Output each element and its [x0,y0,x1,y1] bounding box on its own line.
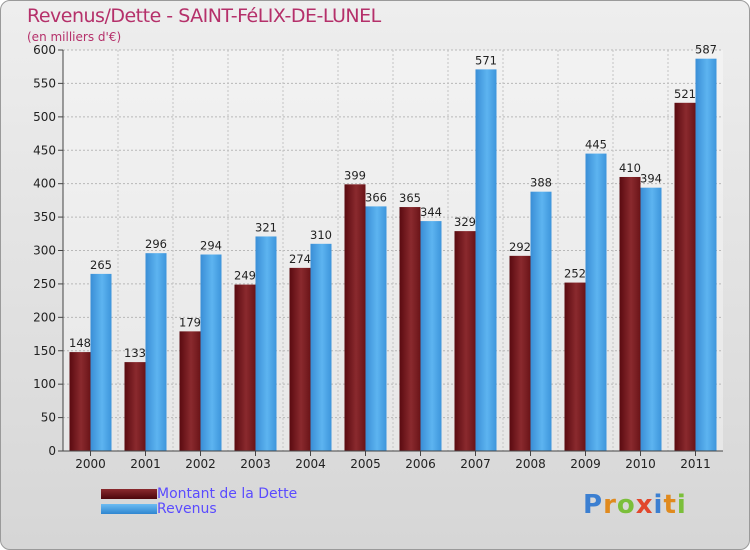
bar-revenus [200,254,222,451]
data-label: 399 [344,168,366,182]
bar-dette [399,207,421,451]
data-label: 148 [69,336,91,350]
bar-dette [179,331,201,451]
logo-letter: r [603,490,617,520]
data-label: 366 [365,190,387,204]
data-label: 310 [310,228,332,242]
bar-dette [289,267,311,451]
data-label: 294 [200,239,222,253]
logo-letter: t [663,490,677,520]
bar-dette [124,362,146,451]
y-tick-label: 150 [33,344,56,358]
data-label: 587 [695,43,717,57]
x-tick-label: 2000 [75,457,106,471]
y-tick-label: 300 [33,244,56,258]
legend-swatch-debt [101,489,157,499]
y-tick-label: 50 [41,411,56,425]
x-tick-label: 2002 [185,457,216,471]
bar-dette [344,184,366,451]
y-tick-label: 550 [33,76,56,90]
data-label: 274 [289,252,311,266]
logo-letter: P [583,490,604,520]
bar-revenus [420,221,442,451]
y-tick-label: 0 [48,444,56,458]
y-tick-label: 600 [33,43,56,57]
data-label: 321 [255,220,277,234]
bar-revenus [255,236,277,451]
data-label: 296 [145,237,167,251]
y-tick-label: 200 [33,310,56,324]
bar-dette [69,352,91,451]
data-label: 410 [619,161,641,175]
y-tick-label: 400 [33,177,56,191]
x-tick-label: 2005 [350,457,381,471]
x-tick-label: 2007 [460,457,491,471]
data-label: 252 [564,267,586,281]
y-tick-label: 500 [33,110,56,124]
bar-revenus [145,253,167,451]
data-label: 388 [530,176,552,190]
bar-dette [674,102,696,451]
bar-dette [619,176,641,451]
data-label: 521 [674,87,696,101]
y-tick-label: 450 [33,143,56,157]
logo-letter: i [653,490,664,520]
logo-letter: x [635,490,654,520]
data-label: 329 [454,215,476,229]
legend-label-debt: Montant de la Dette [157,486,298,502]
bar-revenus [90,273,112,451]
bar-revenus [585,153,607,451]
x-tick-label: 2003 [240,457,271,471]
bar-dette [509,255,531,451]
x-tick-label: 2004 [295,457,326,471]
grid-layer [63,49,723,452]
bar-dette [564,282,586,451]
x-tick-label: 2011 [680,457,711,471]
legend-label-revenus: Revenus [157,501,217,517]
data-label: 133 [124,346,146,360]
axis-layer: 0 50 100 150 200 250 300 350 400 450 500 550 600 2000… [33,43,723,471]
bar-revenus [695,58,717,452]
data-label: 394 [640,172,662,186]
x-tick-label: 2001 [130,457,161,471]
data-label: 344 [420,205,442,219]
bar-dette [454,231,476,451]
data-label: 179 [179,315,201,329]
bar-revenus [475,69,497,452]
data-label: 571 [475,53,497,67]
chart-title: Revenus/Dette - SAINT-FéLIX-DE-LUNEL [27,5,381,27]
logo-letter: o [616,490,636,520]
bar-revenus [530,191,552,452]
x-tick-label: 2006 [405,457,436,471]
data-label: 445 [585,138,607,152]
bar-revenus [365,206,387,451]
data-label: 249 [234,269,256,283]
x-tick-label: 2008 [515,457,546,471]
chart-subtitle: (en milliers d'€) [27,30,122,44]
bar-dette [234,284,256,451]
data-label: 265 [90,258,112,272]
data-label: 292 [509,240,531,254]
y-tick-label: 350 [33,210,56,224]
proxiti-logo: Proxiti [583,490,687,520]
data-label: 365 [399,191,421,205]
bar-revenus [310,243,332,451]
bar-revenus [640,187,662,451]
y-tick-label: 250 [33,277,56,291]
legend-swatch-revenus [101,504,157,514]
x-tick-label: 2009 [570,457,601,471]
x-tick-label: 2010 [625,457,656,471]
y-tick-label: 100 [33,377,56,391]
logo-letter: i [676,490,687,520]
